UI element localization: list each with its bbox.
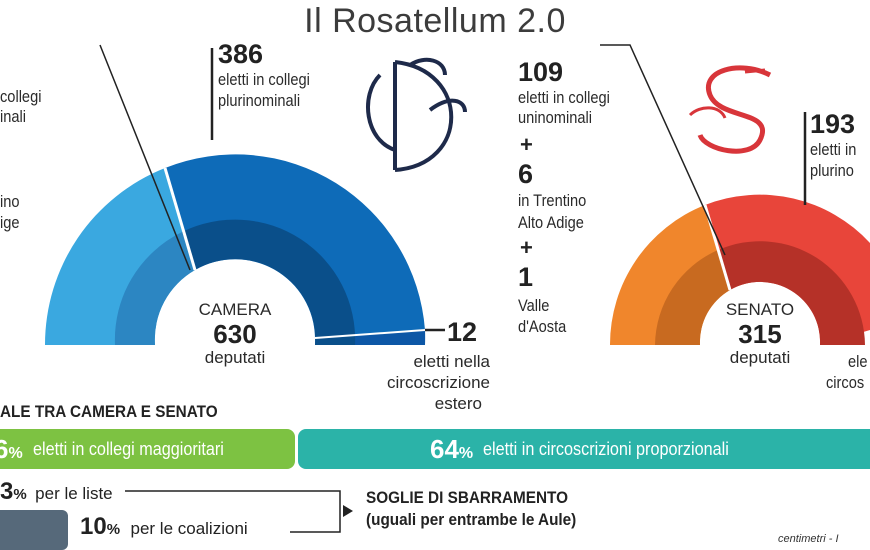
camera-plurinominali-count: 386 <box>218 39 264 69</box>
maggioritari-text: eletti in collegi maggioritari <box>32 438 224 459</box>
camera-center-sub: deputati <box>204 348 266 367</box>
soglie-subheading: (uguali per entrambe le Aule) <box>366 510 577 529</box>
credit: centimetri - I <box>778 533 839 545</box>
camera-estero-label-2: circoscrizione <box>387 373 490 392</box>
camera-estero-count: 12 <box>447 317 478 347</box>
senato-right-label-2: circos <box>826 373 865 392</box>
soglia-coalizioni: 10% per le coalizioni <box>80 513 248 541</box>
senato-vda-label-1: Valle <box>518 296 550 315</box>
senato-trentino-label-1: in Trentino <box>518 191 587 210</box>
senato-inner-ring-light <box>655 250 730 345</box>
soglia-coalizioni-unit: % <box>106 521 121 538</box>
soglia-liste: 3% per le liste <box>0 478 113 506</box>
camera-inner-ring-dark <box>182 219 356 345</box>
soglia-coalizioni-pct: 10 <box>80 513 107 540</box>
maggioritari-pct-unit: % <box>8 444 23 462</box>
senato-plus-1: + <box>520 132 533 157</box>
camera-center-caption: CAMERA <box>198 300 272 319</box>
maggioritari-pct: 6 <box>0 433 9 464</box>
soglia-coalizioni-bar <box>0 510 68 550</box>
senato-right-label-1: ele <box>848 352 868 371</box>
proporzionali-bar: 64% eletti in circoscrizioni proporziona… <box>298 429 870 469</box>
senato-center-label: SENATO 315 deputati <box>705 300 815 368</box>
camera-total-seats: 630 <box>213 319 257 349</box>
senato-plurinominali-count: 193 <box>810 109 856 139</box>
camera-left-label-2: inali <box>0 107 27 126</box>
soglia-coalizioni-text: per le coalizioni <box>130 519 248 538</box>
camera-plurinominali-label-1: eletti in collegi <box>218 70 310 89</box>
camera-plurinominali-label-2: plurinominali <box>218 91 301 110</box>
senato-logo <box>688 65 772 154</box>
senato-vda-label-2: d'Aosta <box>518 317 567 336</box>
maggioritari-bar: 6% eletti in collegi maggioritari <box>0 429 295 469</box>
senato-vda-count: 1 <box>518 262 534 292</box>
senato-center-caption: SENATO <box>725 300 795 319</box>
page-title: Il Rosatellum 2.0 <box>304 2 566 40</box>
senato-plurinominali-label-1: eletti in <box>810 140 857 159</box>
senato-uninominali-label-1: eletti in collegi <box>518 88 610 107</box>
senato-trentino-count: 6 <box>518 159 534 189</box>
camera-estero-label-3: estero <box>434 394 482 413</box>
soglia-liste-pct: 3 <box>0 478 14 505</box>
camera-left-label-4: ige <box>0 213 20 232</box>
senato-trentino-label-2: Alto Adige <box>518 213 584 232</box>
senato-total-seats: 315 <box>738 319 782 349</box>
camera-left-label-1: collegi <box>0 87 42 106</box>
camera-inner-ring-light <box>114 232 195 345</box>
senato-uninominali-count: 109 <box>518 57 564 87</box>
camera-left-label-3: ino <box>0 192 20 211</box>
senato-plus-2: + <box>520 235 533 260</box>
camera-estero-label-1: eletti nella <box>413 352 490 371</box>
proporzionali-text: eletti in circoscrizioni proporzionali <box>483 438 729 459</box>
proporzionali-pct-unit: % <box>458 444 474 462</box>
proporzionali-pct: 64 <box>430 433 459 464</box>
camera-logo <box>366 57 467 172</box>
soglia-liste-unit: % <box>13 486 27 503</box>
senato-center-sub: deputati <box>729 348 791 367</box>
senato-inner-ring-dark <box>718 241 865 345</box>
soglia-liste-text: per le liste <box>35 484 113 503</box>
senato-plurinominali-label-2: plurino <box>810 161 854 180</box>
soglie-heading: SOGLIE DI SBARRAMENTO <box>366 488 569 507</box>
summary-heading: ALE TRA CAMERA E SENATO <box>0 402 218 421</box>
camera-center-label: CAMERA 630 deputati <box>170 300 300 368</box>
senato-uninominali-label-2: uninominali <box>518 108 592 127</box>
